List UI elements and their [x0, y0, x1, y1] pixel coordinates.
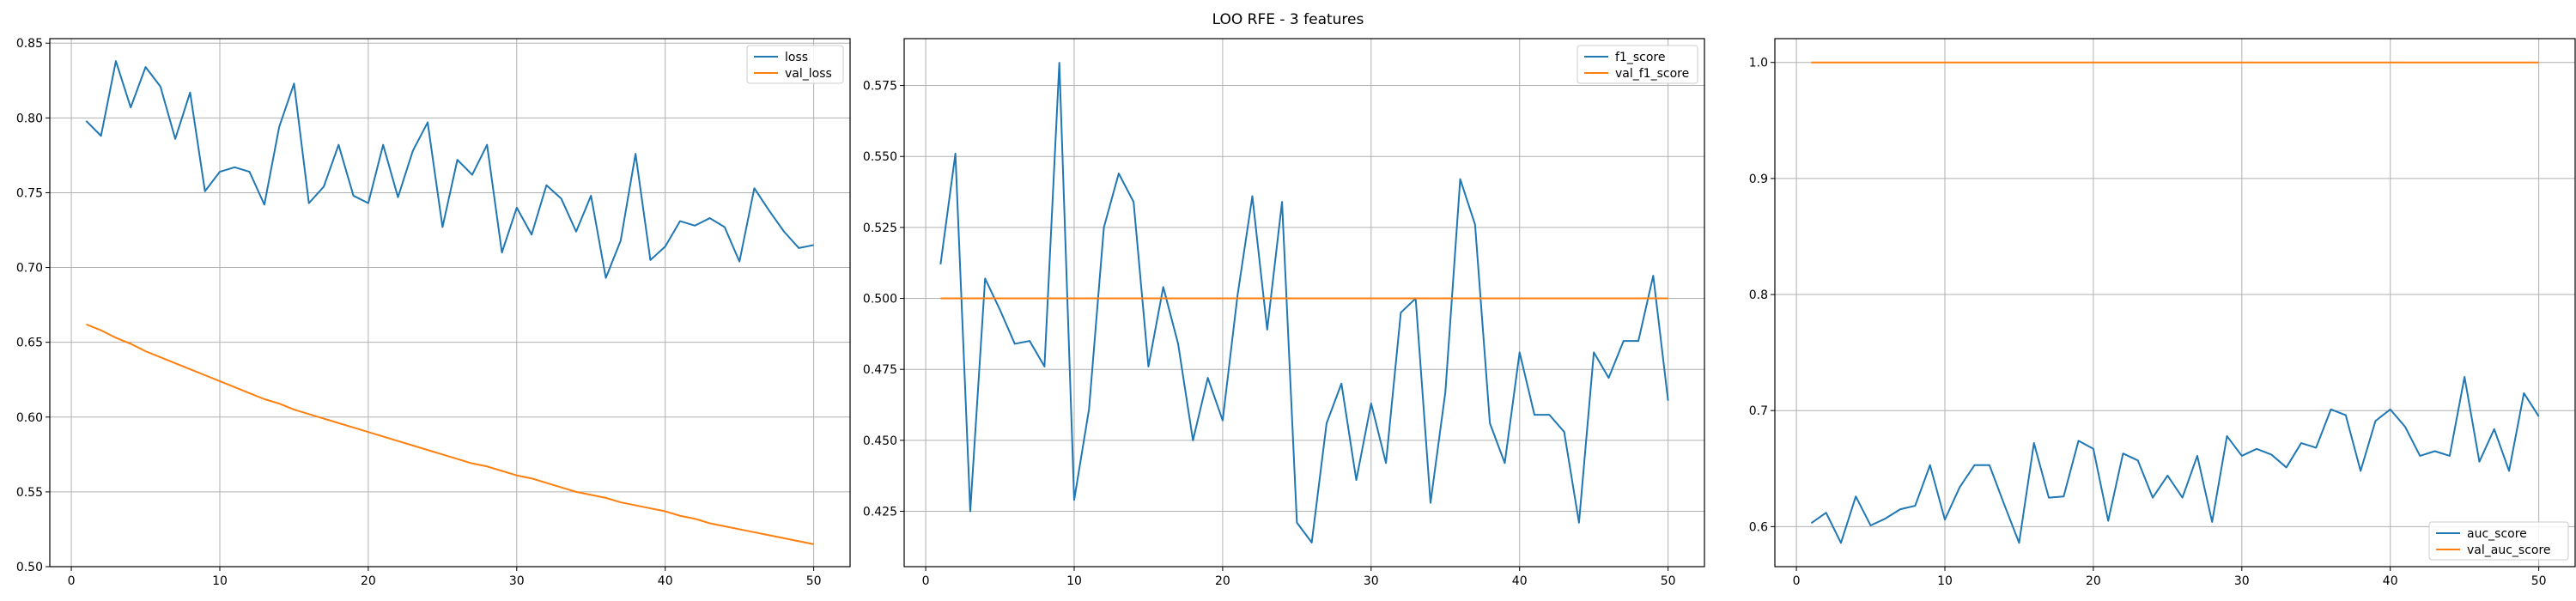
- x-tick-label: 50: [1661, 574, 1676, 588]
- plot-area: [50, 39, 850, 567]
- y-tick-label: 0.60: [16, 411, 43, 425]
- x-tick-label: 20: [361, 574, 376, 588]
- legend-label-val-f1-score: val_f1_score: [1615, 67, 1689, 81]
- x-tick-label: 10: [1937, 574, 1953, 588]
- x-tick-label: 20: [1215, 574, 1230, 588]
- chart-panel-loss: 0 10 20 30 40 50 0.50 0.55 0.60 0.65 0.70 0.75 0.80 0…: [16, 37, 851, 588]
- plot-area: [904, 39, 1704, 567]
- y-tick-label: 0.7: [1749, 404, 1768, 418]
- y-tick-label: 0.475: [863, 363, 897, 377]
- y-tick-label: 0.9: [1749, 173, 1768, 186]
- axes-frame: [49, 38, 851, 568]
- x-tick-label: 40: [1512, 574, 1528, 588]
- y-tick-label: 0.70: [16, 262, 43, 276]
- x-tick-label: 40: [2383, 574, 2398, 588]
- x-tick-label: 20: [2086, 574, 2101, 588]
- x-tick-label: 30: [1364, 574, 1379, 588]
- figure-suptitle: LOO RFE - 3 features: [1212, 11, 1364, 28]
- x-tick-label: 10: [1066, 574, 1082, 588]
- x-tick-label: 50: [806, 574, 822, 588]
- y-tick-label: 0.80: [16, 112, 43, 125]
- y-tick-label: 0.65: [16, 337, 43, 350]
- y-tick-label: 0.425: [863, 506, 897, 519]
- x-tick-label: 50: [2531, 574, 2547, 588]
- legend-label-f1-score: f1_score: [1615, 51, 1665, 64]
- x-tick-label: 40: [658, 574, 673, 588]
- legend-label-auc-score: auc_score: [2467, 527, 2527, 541]
- series-line-loss: [85, 60, 814, 279]
- axes-frame: [1774, 38, 2576, 568]
- axes-frame: [903, 38, 1705, 568]
- legend: loss val_loss: [746, 45, 844, 84]
- y-tick-label: 0.8: [1749, 288, 1768, 302]
- chart-panel-f1-score: 0 10 20 30 40 50 0.425 0.450 0.475 0.500 0.525 0.55…: [863, 38, 1705, 588]
- y-tick-label: 0.550: [863, 150, 897, 164]
- y-tick-label: 0.85: [16, 37, 43, 51]
- series-line-f1-score: [939, 62, 1669, 543]
- y-tick-label: 0.50: [16, 561, 43, 574]
- y-tick-label: 0.55: [16, 486, 43, 500]
- legend-box: [2428, 521, 2569, 561]
- x-tick-label: 0: [68, 574, 76, 588]
- series-line-auc-score: [1810, 376, 2540, 544]
- y-tick-label: 1.0: [1749, 57, 1768, 70]
- y-tick-label: 0.75: [16, 186, 43, 200]
- y-tick-label: 0.500: [863, 293, 897, 307]
- x-tick-label: 0: [922, 574, 930, 588]
- chart-panel-auc-score: 0 10 20 30 40 50 0.6 0.7 0.8 0.9 1.0 auc_score val_a…: [1749, 38, 2576, 588]
- y-tick-label: 0.575: [863, 80, 897, 94]
- legend-label-val-auc-score: val_auc_score: [2467, 543, 2551, 557]
- x-tick-label: 30: [509, 574, 525, 588]
- legend-label-loss: loss: [785, 51, 808, 64]
- legend: f1_score val_f1_score: [1577, 45, 1698, 84]
- series-line-val-loss: [85, 323, 814, 545]
- plot-area: [1775, 39, 2575, 567]
- legend: auc_score val_auc_score: [2428, 521, 2569, 561]
- y-tick-label: 0.525: [863, 222, 897, 235]
- legend-label-val-loss: val_loss: [785, 67, 832, 81]
- x-tick-label: 0: [1793, 574, 1801, 588]
- y-tick-label: 0.6: [1749, 520, 1768, 534]
- y-tick-label: 0.450: [863, 434, 897, 448]
- x-tick-label: 10: [212, 574, 228, 588]
- x-tick-label: 30: [2234, 574, 2250, 588]
